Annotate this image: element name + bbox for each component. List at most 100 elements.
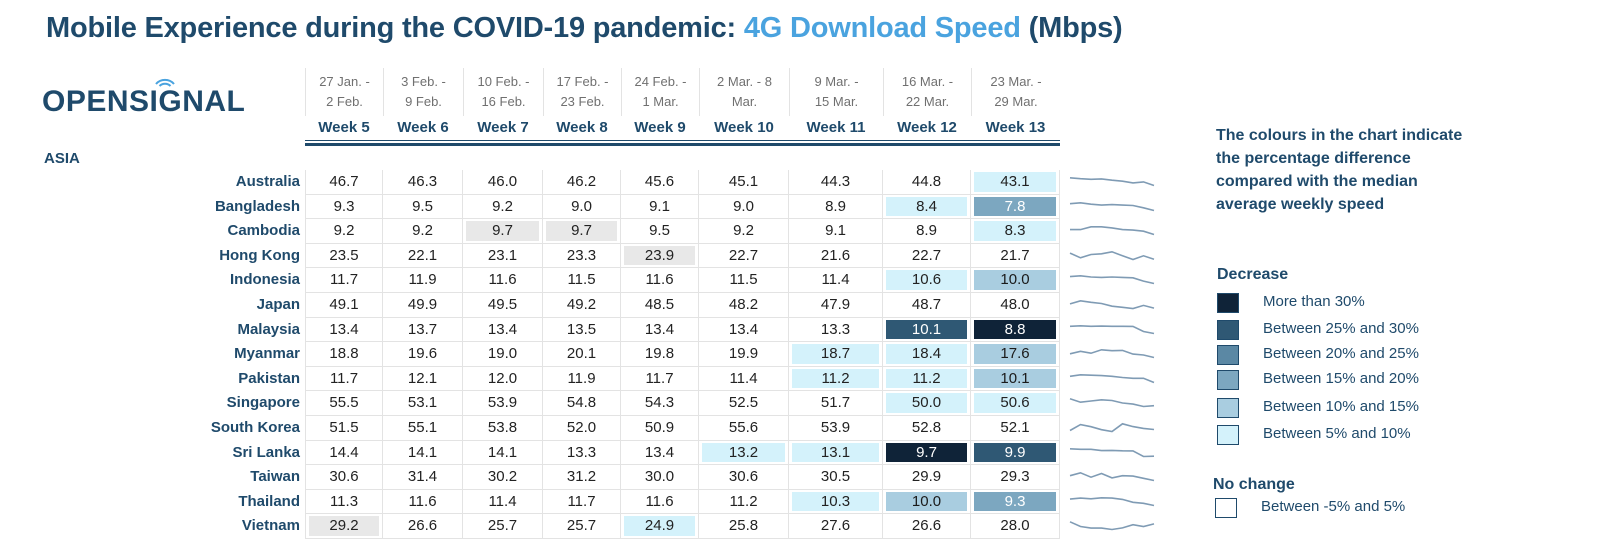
sparkline-path	[1069, 250, 1155, 261]
speed-cell: 9.7	[883, 440, 971, 466]
speed-cell: 11.6	[463, 268, 543, 293]
week-label: Week 9	[621, 119, 699, 141]
week-label: Week 7	[463, 119, 543, 141]
speed-cell: 11.6	[621, 268, 699, 293]
speed-cell: 25.7	[463, 514, 543, 539]
sparkline	[1069, 472, 1155, 482]
speed-cell: 49.9	[383, 293, 463, 318]
speed-cell: 52.5	[699, 391, 789, 416]
week-label: Week 13	[971, 119, 1060, 141]
speed-cell: 9.9	[971, 440, 1060, 466]
page-title: Mobile Experience during the COVID-19 pa…	[46, 12, 1123, 45]
speed-cell: 8.9	[883, 219, 971, 244]
speed-cell: 11.7	[305, 268, 383, 293]
legend-swatch	[1217, 425, 1239, 445]
speed-cell: 13.4	[305, 317, 383, 343]
speed-cell: 11.7	[621, 366, 699, 392]
sparkline-path	[1069, 447, 1155, 457]
speed-cell: 12.1	[383, 366, 463, 392]
sparkline	[1069, 447, 1155, 457]
speed-cell: 46.0	[463, 170, 543, 195]
speed-cell: 8.8	[971, 317, 1060, 343]
title-highlight: 4G Download Speed	[743, 12, 1021, 44]
sparkline-path	[1069, 275, 1155, 285]
week-label: Week 6	[383, 119, 463, 141]
speed-cell: 49.2	[543, 293, 621, 318]
signal-icon	[155, 78, 175, 87]
sparkline	[1069, 250, 1155, 261]
speed-cell: 46.3	[383, 170, 463, 195]
speed-cell: 9.3	[971, 489, 1060, 515]
speed-cell: 11.7	[305, 366, 383, 392]
week-label: Week 12	[883, 119, 971, 141]
country-label: South Korea	[210, 419, 300, 436]
speed-cell: 20.1	[543, 342, 621, 367]
speed-cell: 26.6	[383, 514, 463, 539]
speed-cell: 10.3	[789, 489, 883, 515]
speed-cell: 11.2	[883, 366, 971, 392]
speed-cell: 11.5	[543, 268, 621, 293]
speed-cell: 55.1	[383, 416, 463, 441]
speed-cell: 19.0	[463, 342, 543, 367]
speed-cell: 52.0	[543, 416, 621, 441]
country-label: Indonesia	[229, 271, 300, 289]
week-dates: 2 Mar. - 8 Mar.	[699, 68, 789, 116]
speed-cell: 18.4	[883, 342, 971, 367]
speed-cell: 53.8	[463, 416, 543, 441]
country-label: Hong Kong	[219, 246, 300, 264]
speed-cell: 51.5	[305, 416, 383, 441]
sparkline	[1069, 373, 1155, 384]
opensignal-logo: OPENSIGNAL	[42, 85, 246, 118]
legend-swatch	[1217, 345, 1239, 365]
table-row: Vietnam 29.2 26.6 25.7 25.7 24.9 25.8 27.6 26.6 2…	[0, 514, 1200, 539]
table-row: Thailand 11.3 11.6 11.4 11.7 11.6 11.2 10.3 10.0…	[0, 489, 1200, 515]
week-dates: 27 Jan. - 2 Feb.	[305, 68, 383, 116]
speed-cell: 23.3	[543, 243, 621, 269]
country-label: Bangladesh	[214, 197, 300, 215]
speed-cell: 48.5	[621, 293, 699, 318]
speed-cell: 11.4	[463, 489, 543, 515]
speed-cell: 11.2	[789, 366, 883, 392]
speed-cell: 31.4	[383, 465, 463, 490]
country-label: Sri Lanka	[232, 443, 300, 461]
speed-cell: 8.3	[971, 219, 1060, 244]
speed-cell: 30.0	[621, 465, 699, 490]
speed-cell: 53.1	[383, 391, 463, 416]
legend-label: Between 10% and 15%	[1263, 398, 1419, 415]
speed-cell: 17.6	[971, 342, 1060, 367]
speed-cell: 27.6	[789, 514, 883, 539]
sparkline-path	[1069, 177, 1155, 187]
speed-cell: 9.1	[621, 194, 699, 220]
legend-swatch	[1217, 293, 1239, 313]
week-label: Week 5	[305, 119, 383, 141]
sparkline	[1069, 349, 1155, 359]
speed-cell: 13.4	[463, 317, 543, 343]
speed-cell: 28.0	[971, 514, 1060, 539]
speed-cell: 12.0	[463, 366, 543, 392]
speed-cell: 18.7	[789, 342, 883, 367]
speed-cell: 8.9	[789, 194, 883, 220]
speed-cell: 13.4	[621, 440, 699, 466]
speed-cell: 8.4	[883, 194, 971, 220]
speed-cell: 22.7	[699, 243, 789, 269]
speed-cell: 19.9	[699, 342, 789, 367]
speed-cell: 24.9	[621, 514, 699, 539]
speed-cell: 52.8	[883, 416, 971, 441]
speed-cell: 22.1	[383, 243, 463, 269]
legend-label: Between 20% and 25%	[1263, 345, 1419, 362]
speed-cell: 11.3	[305, 489, 383, 515]
speed-cell: 9.3	[305, 194, 383, 220]
speed-cell: 13.5	[543, 317, 621, 343]
speed-cell: 9.2	[383, 219, 463, 244]
speed-cell: 9.1	[789, 219, 883, 244]
sparkline	[1069, 496, 1155, 507]
speed-cell: 19.8	[621, 342, 699, 367]
sparkline-path	[1069, 201, 1155, 211]
sparkline-path	[1069, 398, 1155, 408]
week-dates: 10 Feb. - 16 Feb.	[463, 68, 543, 116]
speed-cell: 51.7	[789, 391, 883, 416]
region-label: ASIA	[44, 150, 80, 167]
speed-cell: 49.5	[463, 293, 543, 318]
country-label: Malaysia	[237, 320, 300, 338]
sparkline-path	[1069, 521, 1155, 531]
